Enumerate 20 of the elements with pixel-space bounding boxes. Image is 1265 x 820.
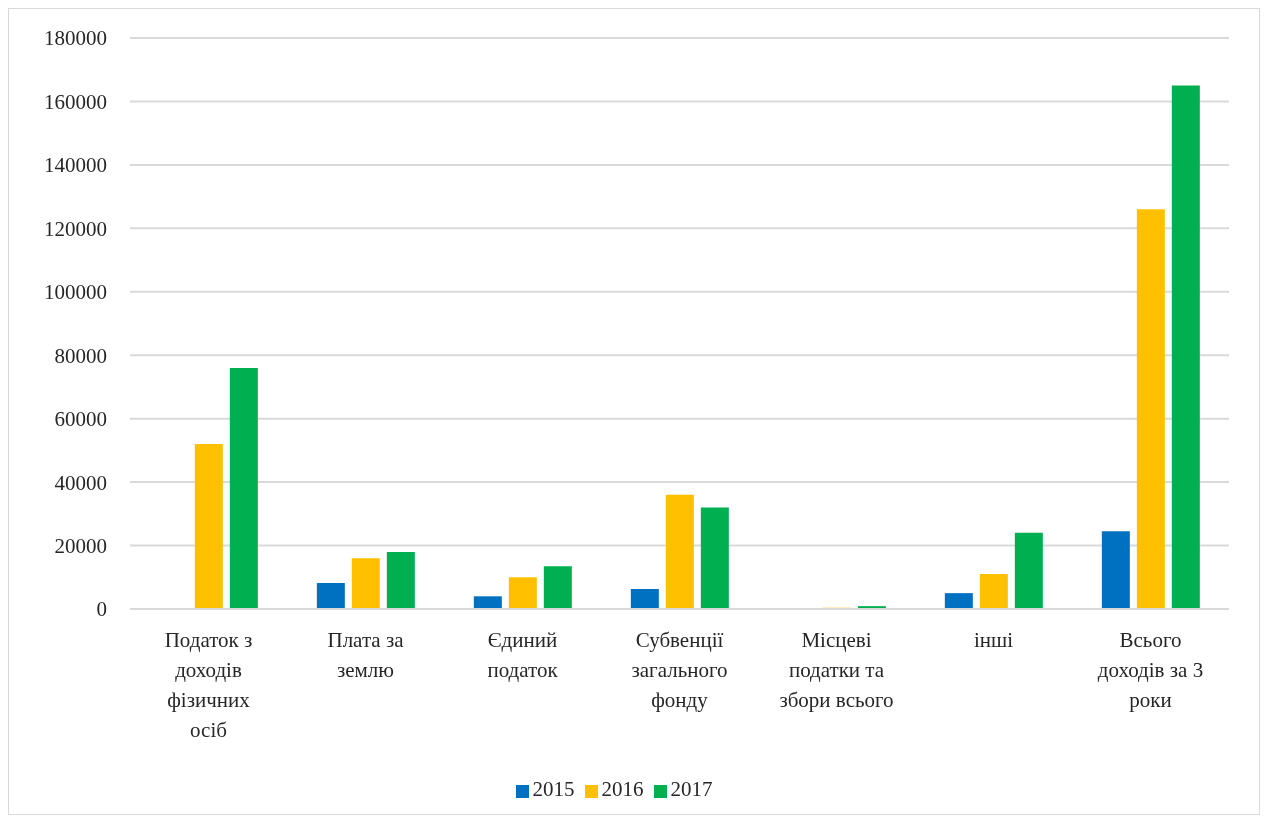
y-tick-label: 40000: [54, 470, 107, 495]
y-tick-label: 60000: [54, 407, 107, 432]
x-tick-label: Плата за землю: [327, 628, 405, 682]
legend-label: 2016: [601, 777, 644, 801]
y-tick-label: 120000: [44, 216, 107, 241]
y-tick-label: 0: [96, 597, 107, 622]
x-tick-label: Місцеві податки та збори всього: [779, 628, 894, 712]
y-tick-label: 80000: [54, 343, 107, 368]
x-tick-label: Єдиний податок: [487, 628, 559, 682]
legend-label: 2015: [532, 777, 575, 801]
x-tick-label: Податок з доходів фізичних осіб: [164, 628, 253, 742]
x-tick-label: Субвенції загального фонду: [631, 628, 728, 712]
y-tick-label: 100000: [44, 280, 107, 305]
y-tick-label: 160000: [44, 89, 107, 114]
legend-label: 2017: [670, 777, 713, 801]
y-tick-label: 140000: [44, 153, 107, 178]
y-tick-label: 180000: [44, 26, 107, 51]
y-tick-label: 20000: [54, 534, 107, 559]
x-tick-label: інші: [973, 628, 1014, 652]
x-tick-label: Всього доходів за 3 роки: [1097, 628, 1204, 712]
